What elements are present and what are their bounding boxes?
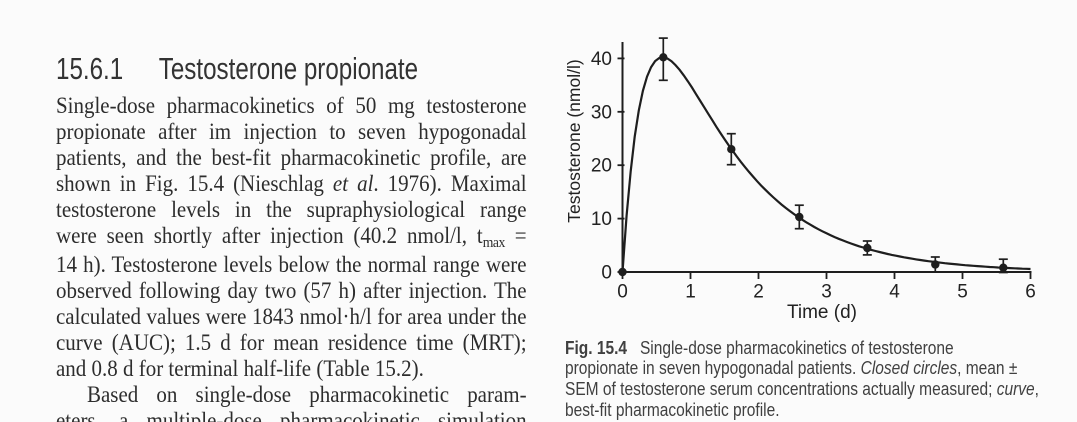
svg-text:0: 0 <box>601 263 612 284</box>
svg-text:4: 4 <box>889 282 900 303</box>
svg-text:6: 6 <box>1025 282 1036 303</box>
svg-text:1: 1 <box>685 282 696 303</box>
svg-text:5: 5 <box>957 282 968 303</box>
svg-text:2: 2 <box>753 282 764 303</box>
svg-text:3: 3 <box>821 282 832 303</box>
svg-text:40: 40 <box>591 49 612 70</box>
svg-text:Testosterone (nmol/l): Testosterone (nmol/l) <box>564 59 584 222</box>
svg-text:10: 10 <box>591 209 612 230</box>
svg-text:30: 30 <box>591 102 612 123</box>
svg-text:0: 0 <box>617 282 628 303</box>
svg-text:Time (d): Time (d) <box>787 302 857 323</box>
svg-text:20: 20 <box>591 156 612 177</box>
